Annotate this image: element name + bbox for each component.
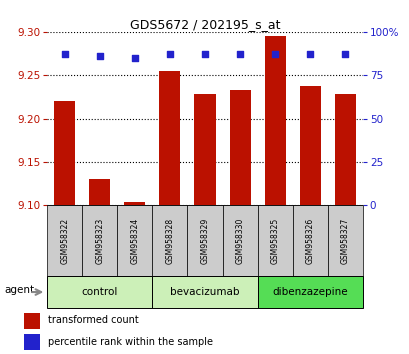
Text: control: control [81, 287, 118, 297]
Text: GSM958324: GSM958324 [130, 218, 139, 264]
Bar [257, 276, 362, 308]
Bar [327, 205, 362, 276]
Bar [194, 94, 215, 205]
Point [166, 52, 173, 57]
Bar [89, 179, 110, 205]
Point [201, 52, 208, 57]
Bar [264, 36, 285, 205]
Title: GDS5672 / 202195_s_at: GDS5672 / 202195_s_at [129, 18, 280, 31]
Bar [187, 205, 222, 276]
Point [61, 52, 68, 57]
Bar [82, 205, 117, 276]
Text: transformed count: transformed count [48, 315, 139, 325]
Text: agent: agent [5, 285, 35, 296]
Bar [24, 334, 40, 350]
Bar [54, 101, 75, 205]
Bar [117, 205, 152, 276]
Bar [257, 205, 292, 276]
Point [306, 52, 313, 57]
Point [96, 53, 103, 59]
Bar [152, 276, 257, 308]
Bar [334, 94, 355, 205]
Bar [229, 90, 250, 205]
Text: percentile rank within the sample: percentile rank within the sample [48, 337, 213, 347]
Text: GSM958327: GSM958327 [340, 218, 349, 264]
Bar [24, 313, 40, 329]
Bar [299, 86, 320, 205]
Text: GSM958323: GSM958323 [95, 218, 104, 264]
Text: GSM958325: GSM958325 [270, 218, 279, 264]
Text: GSM958326: GSM958326 [305, 218, 314, 264]
Point [131, 55, 138, 61]
Point [236, 52, 243, 57]
Text: bevacizumab: bevacizumab [170, 287, 239, 297]
Bar [124, 202, 145, 205]
Text: dibenzazepine: dibenzazepine [272, 287, 347, 297]
Bar [152, 205, 187, 276]
Bar [159, 71, 180, 205]
Bar [222, 205, 257, 276]
Bar [47, 276, 152, 308]
Text: GSM958328: GSM958328 [165, 218, 174, 264]
Bar [47, 205, 82, 276]
Text: GSM958329: GSM958329 [200, 218, 209, 264]
Point [341, 52, 348, 57]
Bar [292, 205, 327, 276]
Point [271, 52, 278, 57]
Text: GSM958322: GSM958322 [60, 218, 69, 264]
Text: GSM958330: GSM958330 [235, 217, 244, 264]
